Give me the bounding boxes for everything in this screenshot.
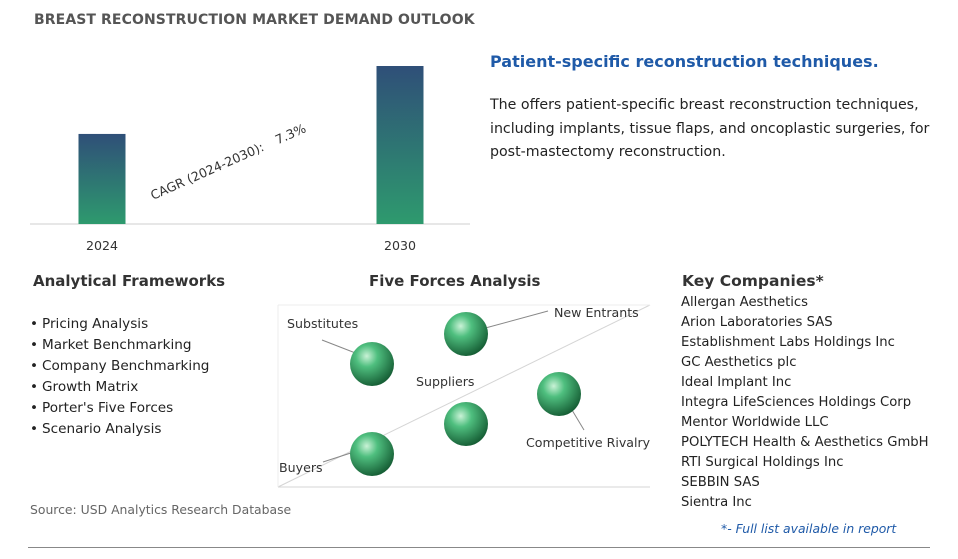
five-forces-heading: Five Forces Analysis <box>369 272 541 290</box>
bar-2024 <box>78 133 126 224</box>
framework-item: Market Benchmarking <box>30 335 209 356</box>
buyers-sphere-icon <box>350 432 394 476</box>
x-tick-label: 2024 <box>86 238 118 253</box>
buyers-label: Buyers <box>279 460 323 475</box>
new-entrants-leader-line <box>477 310 549 331</box>
x-tick-label: 2030 <box>384 238 416 253</box>
competitive-rivalry-label: Competitive Rivalry <box>526 435 651 450</box>
full-list-note: *- Full list available in report <box>721 521 897 536</box>
company-item: Mentor Worldwide LLC <box>681 415 829 430</box>
company-item: Integra LifeSciences Holdings Corp <box>681 395 912 410</box>
source-note: Source: USD Analytics Research Database <box>30 502 292 517</box>
framework-item: Porter's Five Forces <box>30 398 209 419</box>
analytical-frameworks-list: Pricing AnalysisMarket BenchmarkingCompa… <box>30 314 209 440</box>
company-item: POLYTECH Health & Aesthetics GmbH <box>681 435 929 450</box>
substitutes-leader-line <box>321 339 359 355</box>
company-item: RTI Surgical Holdings Inc <box>681 455 844 470</box>
framework-item: Pricing Analysis <box>30 314 209 335</box>
key-companies-heading: Key Companies* <box>682 272 824 290</box>
substitutes-label: Substitutes <box>287 316 358 331</box>
right-panel-heading: Patient-specific reconstruction techniqu… <box>490 52 879 71</box>
framework-item: Growth Matrix <box>30 377 209 398</box>
page-title: BREAST RECONSTRUCTION MARKET DEMAND OUTL… <box>34 12 475 28</box>
cagr-annotation: CAGR (2024-2030): 7.3% <box>148 121 308 203</box>
analytical-frameworks-heading: Analytical Frameworks <box>33 272 226 290</box>
suppliers-sphere-icon <box>444 402 488 446</box>
framework-item: Company Benchmarking <box>30 356 209 377</box>
company-item: Establishment Labs Holdings Inc <box>681 335 895 350</box>
company-item: Allergan Aesthetics <box>681 295 809 310</box>
company-item: GC Aesthetics plc <box>681 355 797 370</box>
five-forces-diagram: Substitutes New Entrants Suppliers Compe… <box>277 304 651 488</box>
company-item: Arion Laboratories SAS <box>681 315 833 330</box>
new-entrants-label: New Entrants <box>554 305 639 320</box>
substitutes-sphere-icon <box>350 342 394 386</box>
key-companies-list: Allergan Aesthetics Arion Laboratories SA… <box>681 293 929 513</box>
right-panel-description: The offers patient-specific breast recon… <box>490 97 930 160</box>
suppliers-label: Suppliers <box>416 374 474 389</box>
company-item: Sientra Inc <box>681 495 752 510</box>
cagr-value: 7.3% <box>273 121 308 148</box>
cagr-label: CAGR (2024-2030): <box>148 139 266 202</box>
bar-chart: 2024 2030 CAGR (2024-2030): 7.3% <box>30 66 470 253</box>
new-entrants-sphere-icon <box>444 312 488 356</box>
company-item: SEBBIN SAS <box>681 475 760 490</box>
bar-2030 <box>376 66 424 224</box>
competitive-rivalry-sphere-icon <box>537 372 581 416</box>
framework-item: Scenario Analysis <box>30 419 209 440</box>
bottom-divider <box>28 547 930 548</box>
company-item: Ideal Implant Inc <box>681 375 792 390</box>
